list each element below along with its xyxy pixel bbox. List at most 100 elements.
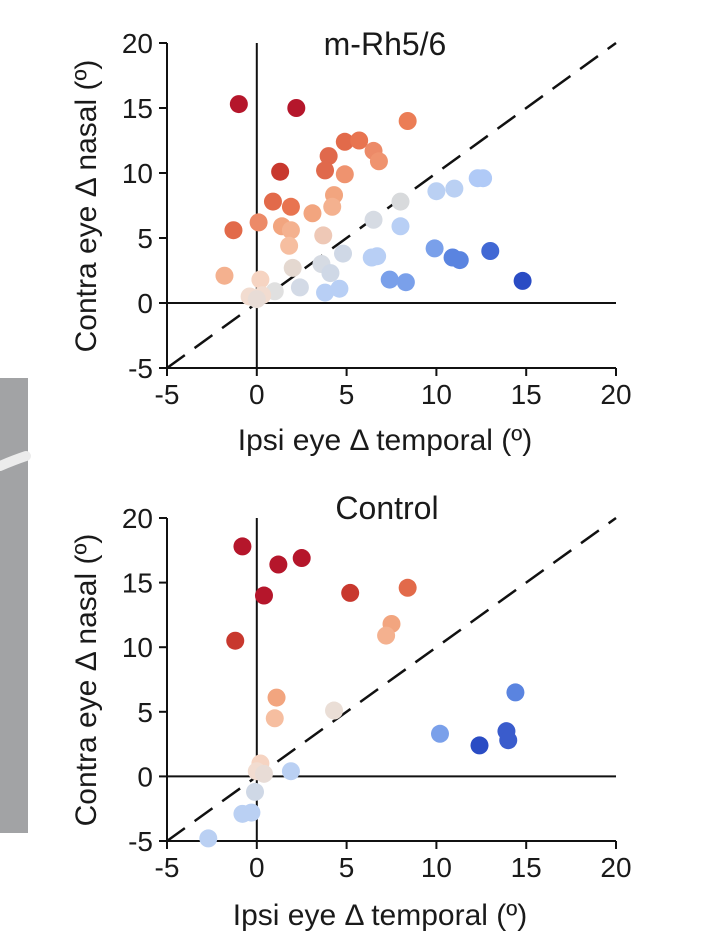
- y-tick-label: 0: [137, 761, 153, 792]
- y-axis-title: Contra eye Δ nasal (º): [70, 60, 103, 353]
- y-tick-label: 15: [122, 93, 153, 124]
- data-point: [364, 210, 383, 229]
- data-point: [267, 688, 286, 707]
- x-tick-label: 0: [249, 379, 265, 410]
- data-point: [246, 782, 265, 801]
- y-tick-label: 20: [122, 28, 153, 59]
- data-point: [283, 258, 302, 277]
- data-point: [396, 273, 415, 292]
- data-point: [287, 99, 306, 117]
- data-point: [254, 764, 273, 783]
- x-tick-label: 15: [511, 852, 542, 883]
- data-point: [319, 147, 338, 166]
- data-point: [281, 221, 300, 240]
- side-bar-decoration: [0, 378, 28, 833]
- axes: [159, 516, 617, 849]
- data-point: [229, 95, 248, 114]
- x-tick-label: 5: [339, 379, 355, 410]
- data-point: [350, 131, 369, 150]
- data-point: [316, 161, 335, 180]
- x-tick-label: 0: [249, 852, 265, 883]
- data-point: [425, 239, 444, 258]
- data-point: [314, 226, 333, 245]
- y-tick-label: 0: [137, 288, 153, 319]
- data-point: [269, 555, 288, 574]
- data-point: [280, 236, 299, 255]
- data-point: [334, 244, 353, 263]
- data-point: [254, 586, 273, 605]
- data-point: [271, 162, 290, 181]
- y-tick-label: 5: [137, 223, 153, 254]
- data-point: [281, 762, 300, 781]
- data-point: [380, 270, 399, 289]
- data-point: [506, 683, 525, 702]
- x-tick-label: 5: [339, 852, 355, 883]
- data-point: [398, 112, 417, 130]
- y-tick-label: -5: [128, 353, 153, 384]
- data-point: [251, 270, 270, 289]
- x-tick-labels: -5 0 5 10 15 20: [155, 852, 632, 883]
- data-point: [430, 724, 449, 743]
- data-point: [341, 583, 360, 602]
- y-tick-labels: -5 0 5 10 15 20: [122, 28, 153, 384]
- data-point: [362, 248, 381, 267]
- y-tick-label: 5: [137, 697, 153, 728]
- x-tick-label: 20: [600, 379, 631, 410]
- scatter-panel-m-rh56: m-Rh5/6 Ipsi eye Δ temporal (º) Contra e…: [70, 26, 632, 457]
- data-point: [290, 278, 309, 297]
- data-point: [226, 631, 245, 650]
- data-point: [499, 731, 518, 750]
- x-tick-label: 10: [421, 379, 452, 410]
- identity-dashed-line: [166, 41, 617, 370]
- data-points: [199, 537, 525, 848]
- y-tick-label: 15: [122, 568, 153, 599]
- x-axis-title: Ipsi eye Δ temporal (º): [233, 899, 527, 932]
- y-axis-title: Contra eye Δ nasal (º): [70, 534, 103, 827]
- data-point: [335, 132, 354, 151]
- data-point: [215, 266, 234, 285]
- data-point: [391, 192, 410, 211]
- x-tick-label: -5: [155, 379, 180, 410]
- y-tick-label: 20: [122, 503, 153, 534]
- data-point: [398, 578, 417, 597]
- data-point: [199, 829, 218, 848]
- x-tick-label: -5: [155, 852, 180, 883]
- data-point: [265, 709, 284, 728]
- chart-title: m-Rh5/6: [324, 26, 447, 62]
- data-point: [233, 537, 252, 556]
- x-tick-label: 20: [600, 852, 631, 883]
- data-point: [513, 271, 532, 290]
- identity-dashed-line: [166, 516, 617, 843]
- x-tick-label: 15: [511, 379, 542, 410]
- data-point: [249, 213, 268, 232]
- data-point: [224, 221, 243, 240]
- y-tick-label: 10: [122, 158, 153, 189]
- data-point: [450, 251, 469, 270]
- data-point: [292, 549, 311, 568]
- data-point: [321, 264, 340, 283]
- data-point: [474, 169, 493, 188]
- data-point: [427, 182, 446, 201]
- data-point: [281, 197, 300, 216]
- data-points: [215, 95, 532, 309]
- data-point: [303, 204, 322, 223]
- y-tick-label: -5: [128, 826, 153, 857]
- data-point: [369, 152, 388, 171]
- data-point: [335, 165, 354, 184]
- y-tick-labels: -5 0 5 10 15 20: [122, 503, 153, 857]
- data-point: [247, 290, 266, 309]
- data-point: [330, 279, 349, 298]
- data-point: [445, 179, 464, 198]
- data-point: [242, 803, 261, 822]
- side-bar-highlight: [0, 451, 31, 471]
- scatter-panel-control: Control Ipsi eye Δ temporal (º) Contra e…: [70, 490, 632, 932]
- data-point: [323, 197, 342, 216]
- data-point: [481, 242, 500, 260]
- chart-title: Control: [335, 490, 438, 526]
- x-tick-label: 10: [421, 852, 452, 883]
- x-axis-title: Ipsi eye Δ temporal (º): [238, 424, 532, 457]
- data-point: [325, 701, 344, 720]
- data-point: [316, 283, 335, 302]
